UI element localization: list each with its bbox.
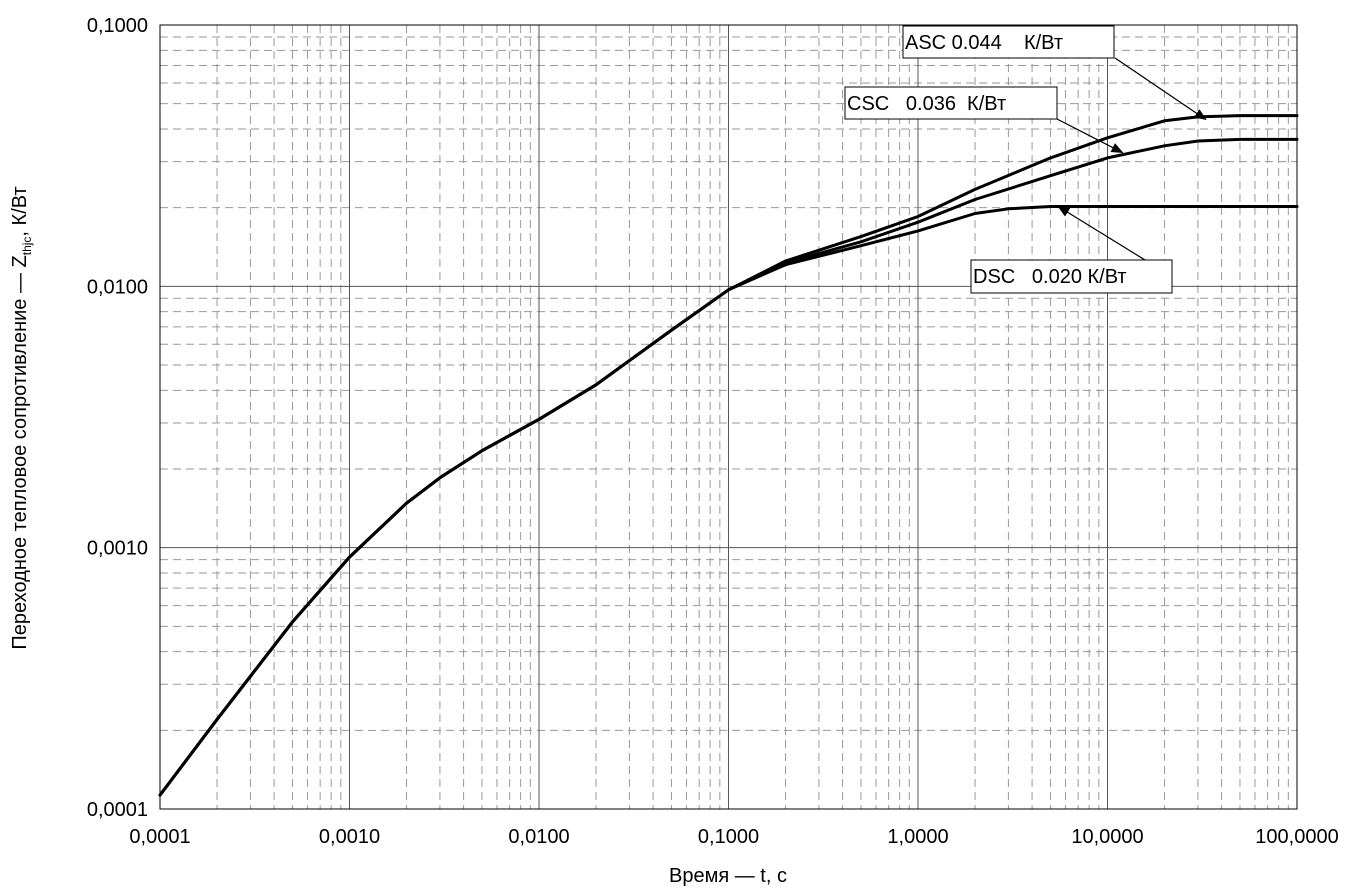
x-tick-label: 0,0010: [319, 826, 380, 848]
y-axis-title-unit: , К/Вт: [9, 186, 31, 236]
callout-label: CSC 0.036 К/Вт: [847, 93, 1006, 115]
series-layer: [158, 114, 1299, 797]
x-tick-label: 0,0001: [129, 826, 190, 848]
callout-box: [844, 86, 1058, 120]
y-tick-label: 0,0001: [87, 799, 148, 821]
callout-arrow: [1056, 118, 1124, 154]
x-tick-label: 0,1000: [698, 826, 759, 848]
x-tick-label: 10,0000: [1071, 826, 1143, 848]
y-axis-title: Переходное тепловое сопротивление — Zthj…: [9, 186, 34, 649]
y-tick-label: 0,0100: [87, 276, 148, 298]
y-axis-title-main: Переходное тепловое сопротивление — Z: [9, 255, 31, 649]
y-tick-labels: 0,0001 0,0010 0,0100 0,1000: [87, 15, 148, 821]
y-tick-label: 0,0010: [87, 538, 148, 560]
callout-csc: CSC 0.036 К/Вт: [844, 86, 1124, 154]
plot-frame: [159, 24, 1298, 810]
callout-box: [902, 25, 1115, 59]
series-line-dsc: [158, 205, 1299, 797]
series-callouts: ASC 0.044 К/Вт CSC 0.036 К/Вт DSC 0.020 К/…: [844, 25, 1207, 294]
callout-label: ASC 0.044 К/Вт: [905, 32, 1063, 54]
callout-box: [970, 259, 1173, 294]
callout-asc: ASC 0.044 К/Вт: [902, 25, 1207, 121]
y-tick-label: 0,1000: [87, 15, 148, 37]
x-axis-title: Время — t, с: [669, 865, 787, 887]
callout-label: DSC 0.020 К/Вт: [973, 266, 1127, 288]
x-tick-labels: 0,0001 0,0010 0,0100 0,1000 1,0000 10,0000 100…: [129, 826, 1338, 848]
x-tick-label: 0,0100: [508, 826, 569, 848]
x-tick-label: 1,0000: [887, 826, 948, 848]
x-tick-label: 100,0000: [1255, 826, 1338, 848]
major-gridlines: [160, 25, 1297, 809]
callout-arrow: [1114, 57, 1207, 121]
callout-dsc: DSC 0.020 К/Вт: [970, 206, 1173, 294]
callout-arrow: [1057, 206, 1146, 261]
y-axis-title-subscript: thjc: [20, 237, 34, 256]
